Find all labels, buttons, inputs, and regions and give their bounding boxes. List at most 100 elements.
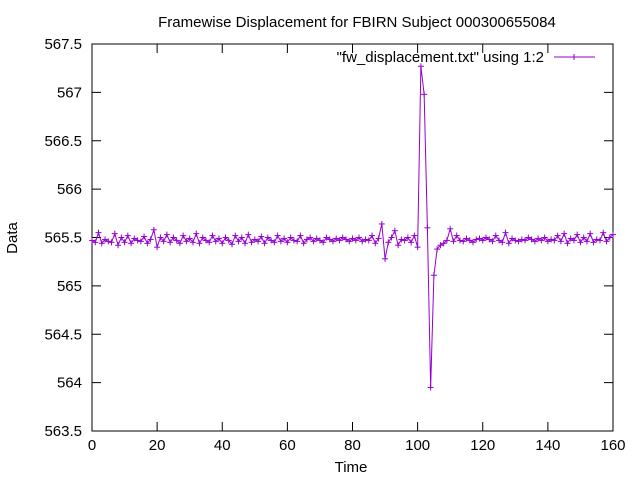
- data-point: [362, 236, 369, 243]
- data-point: [453, 232, 460, 239]
- data-point: [590, 239, 597, 246]
- data-point: [548, 236, 555, 243]
- y-tick-label: 564.5: [44, 326, 82, 343]
- data-point: [274, 232, 281, 239]
- data-point: [320, 239, 327, 246]
- data-point: [473, 236, 480, 243]
- data-point: [128, 240, 135, 247]
- data-point: [235, 238, 242, 245]
- data-point: [115, 242, 122, 249]
- data-point: [382, 255, 389, 262]
- data-point: [251, 236, 258, 243]
- data-point: [352, 237, 359, 244]
- data-point: [134, 237, 141, 244]
- data-point: [245, 231, 252, 238]
- data-point: [469, 239, 476, 246]
- x-axis: 0 20 40 60 80 100 120 140 160: [88, 44, 626, 454]
- data-point: [202, 237, 209, 244]
- data-point: [271, 239, 278, 246]
- data-point: [102, 236, 109, 243]
- data-point: [137, 238, 144, 245]
- x-axis-title: Time: [335, 459, 368, 476]
- data-point: [196, 240, 203, 247]
- data-point: [167, 239, 174, 246]
- data-point: [476, 235, 483, 242]
- data-point: [365, 237, 372, 244]
- data-point: [199, 234, 206, 241]
- data-point: [522, 237, 529, 244]
- data-point: [512, 237, 519, 244]
- data-point: [427, 384, 434, 391]
- data-point: [385, 239, 392, 246]
- data-point: [466, 237, 473, 244]
- data-point: [89, 237, 95, 244]
- data-point: [398, 236, 405, 243]
- x-tick-label: 160: [600, 437, 625, 454]
- data-point: [587, 230, 594, 237]
- y-tick-label: 567.5: [44, 36, 82, 53]
- data-point: [372, 240, 379, 247]
- y-axis: 563.5 564 564.5 565 565.5 566 566.5 567 567.5: [44, 36, 613, 440]
- data-point: [574, 231, 581, 238]
- data-point: [157, 234, 164, 241]
- data-point: [463, 235, 470, 242]
- data-point: [570, 237, 577, 244]
- y-axis-title: Data: [4, 222, 21, 254]
- data-point: [541, 234, 548, 241]
- data-point: [297, 232, 304, 239]
- x-tick-label: 40: [214, 437, 231, 454]
- data-point: [95, 229, 102, 236]
- data-point: [108, 239, 115, 246]
- data-point: [496, 237, 503, 244]
- data-point: [238, 234, 245, 241]
- data-point: [313, 235, 320, 242]
- data-point: [596, 237, 603, 244]
- data-point: [281, 235, 288, 242]
- data-point: [391, 227, 398, 234]
- data-point: [610, 231, 616, 238]
- data-point: [535, 235, 542, 242]
- data-point: [593, 236, 600, 243]
- data-point: [173, 237, 180, 244]
- data-point: [176, 240, 183, 247]
- series-line: [91, 66, 614, 388]
- data-point: [538, 237, 545, 244]
- data-point: [264, 234, 271, 241]
- x-tick-label: 20: [149, 437, 166, 454]
- x-tick-label: 0: [88, 437, 96, 454]
- data-point: [421, 91, 428, 98]
- data-point: [229, 241, 236, 248]
- data-point: [401, 237, 408, 244]
- data-point: [378, 220, 385, 227]
- data-point: [141, 233, 148, 240]
- x-tick-label: 100: [405, 437, 430, 454]
- data-point: [212, 238, 219, 245]
- data-point: [160, 238, 167, 245]
- data-point: [430, 272, 437, 279]
- data-point: [209, 232, 216, 239]
- data-point: [489, 238, 496, 245]
- data-point: [242, 240, 249, 247]
- data-point: [606, 234, 613, 241]
- data-point: [222, 234, 229, 241]
- data-point: [219, 240, 226, 247]
- data-point: [450, 238, 457, 245]
- data-point: [515, 238, 522, 245]
- data-point: [502, 229, 509, 236]
- data-point: [359, 238, 366, 245]
- data-point: [551, 237, 558, 244]
- y-tick-label: 566: [57, 181, 82, 198]
- data-point: [505, 240, 512, 247]
- data-point: [183, 238, 190, 245]
- data-point: [287, 234, 294, 241]
- data-point: [326, 236, 333, 243]
- data-point: [307, 234, 314, 241]
- data-point: [388, 234, 395, 241]
- data-point: [603, 238, 610, 245]
- data-point: [255, 238, 262, 245]
- data-point: [486, 236, 493, 243]
- data-point: [294, 238, 301, 245]
- data-point: [111, 230, 118, 237]
- data-point: [369, 232, 376, 239]
